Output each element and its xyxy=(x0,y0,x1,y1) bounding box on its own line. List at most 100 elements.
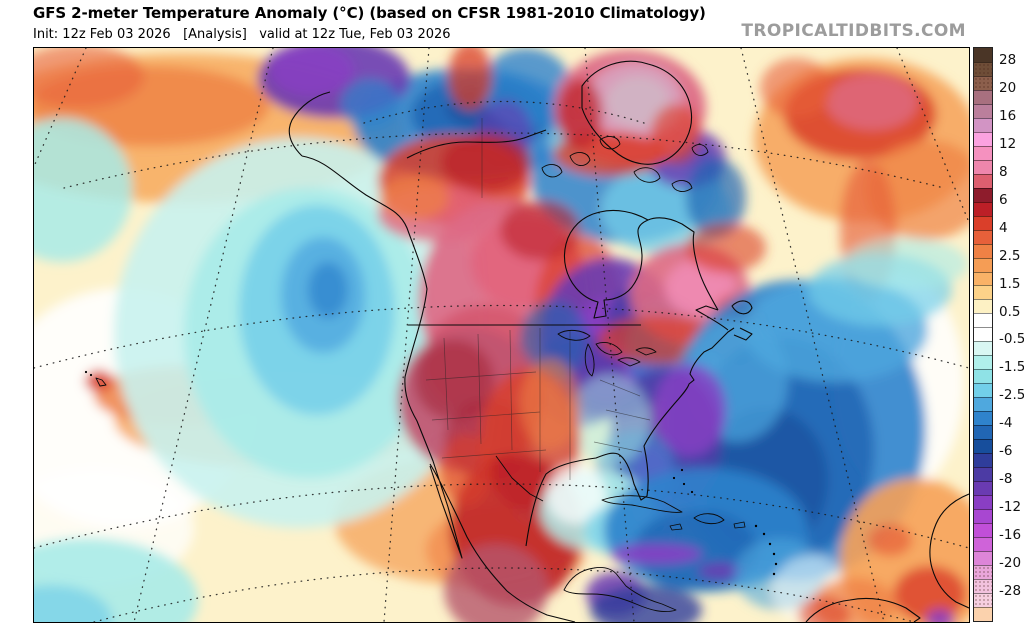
colorbar-cell xyxy=(974,229,992,244)
anomaly-blob xyxy=(34,585,112,622)
colorbar-tick-label: 12 xyxy=(999,135,1017,152)
colorbar-cell xyxy=(974,425,992,440)
colorbar-cell xyxy=(974,313,992,328)
anomaly-blob xyxy=(844,238,968,290)
labrador-coastline xyxy=(647,217,719,311)
colorbar-tick-label: -12 xyxy=(999,499,1022,516)
colorbar-cell xyxy=(974,522,992,537)
island-dots xyxy=(84,370,778,576)
arctic-island-outline xyxy=(541,164,563,178)
anomaly-blob xyxy=(414,340,494,420)
colorbar-cell xyxy=(974,411,992,426)
colorbar-tick-label: 20 xyxy=(999,79,1017,96)
coastline-layer xyxy=(84,60,969,622)
colorbar-tick-label: 4 xyxy=(999,219,1008,236)
anomaly-blob xyxy=(448,48,492,110)
state-border xyxy=(443,337,449,431)
colorbar-cell xyxy=(974,536,992,551)
anomaly-blob xyxy=(520,300,588,380)
hudson-bay-outline xyxy=(563,209,649,319)
africa-coastline xyxy=(929,493,969,609)
anomaly-blob xyxy=(340,79,400,129)
colorbar-cell xyxy=(974,257,992,272)
anomaly-blob xyxy=(34,118,132,262)
anomaly-blob xyxy=(441,133,531,193)
st-lawrence-coastline xyxy=(695,305,729,331)
colorbar-cell xyxy=(974,439,992,454)
anomaly-blob xyxy=(926,609,954,622)
colorbar-cell xyxy=(974,48,992,62)
colorbar-cell xyxy=(974,383,992,398)
colorbar-cell xyxy=(974,397,992,412)
anomaly-blob xyxy=(558,79,602,149)
colorbar-tick-label: -0.5 xyxy=(999,331,1024,348)
graticule-layer xyxy=(34,48,969,622)
tropicaltidbits-watermark: TROPICALTIDBITS.COM xyxy=(741,21,966,41)
pacific-coastline xyxy=(301,155,576,622)
anomaly-blob xyxy=(826,74,918,130)
anomaly-blob xyxy=(610,544,702,564)
colorbar-tick-label: -20 xyxy=(999,555,1022,572)
colorbar-cell xyxy=(974,550,992,565)
colorbar-cell xyxy=(974,103,992,118)
anomaly-blob xyxy=(651,104,701,164)
anomaly-blob xyxy=(698,563,742,579)
nova-scotia-coastline xyxy=(733,327,753,341)
colorbar-cell xyxy=(974,467,992,482)
lake-huron-outline xyxy=(595,341,623,356)
arctic-island-outline xyxy=(671,180,693,192)
anomaly-blob xyxy=(440,434,492,506)
gulf-atlantic-coastline xyxy=(525,327,735,547)
anomaly-blob xyxy=(520,358,580,450)
colorbar-tick-label: 16 xyxy=(999,107,1017,124)
state-border xyxy=(441,449,547,459)
anomaly-blob xyxy=(760,58,832,118)
colorbar-cell xyxy=(974,495,992,509)
colorbar-tick-label: -4 xyxy=(999,415,1013,432)
colorbar-cell xyxy=(974,285,992,300)
colorbar-cell xyxy=(974,89,992,104)
arctic-coastline xyxy=(406,129,547,159)
lake-michigan-outline xyxy=(584,343,595,377)
map-canvas xyxy=(33,47,970,623)
puerto-rico-outline xyxy=(733,521,746,529)
colorbar-tick-label: 6 xyxy=(999,191,1008,208)
arctic-island-outline xyxy=(633,167,661,183)
colorbar: 28 20 16 12 8 6 4 2.5 1.5 0.5 -0.5 -1.5 -2.5 -4 -6 -8 -1… xyxy=(973,47,1024,623)
state-border xyxy=(477,333,482,445)
colorbar-cell xyxy=(974,243,992,258)
cuba-outline xyxy=(601,495,683,513)
map-title: GFS 2-meter Temperature Anomaly (°C) (ba… xyxy=(33,4,706,22)
anomaly-blob xyxy=(270,48,354,96)
anomaly-field-layer xyxy=(34,48,969,622)
colorbar-cell xyxy=(974,75,992,90)
colorbar-cell xyxy=(974,564,992,579)
state-border xyxy=(605,409,651,421)
colorbar-tick-label: -8 xyxy=(999,471,1013,488)
anomaly-blob xyxy=(546,464,606,524)
anomaly-blob xyxy=(868,524,912,556)
anomaly-blob xyxy=(606,76,670,128)
colorbar-tick-label: 28 xyxy=(999,51,1017,68)
colorbar-cell xyxy=(974,159,992,174)
arctic-island-outline xyxy=(569,152,591,166)
anomaly-blob xyxy=(894,566,966,622)
lake-superior-outline xyxy=(557,329,591,341)
state-border xyxy=(425,371,537,381)
colorbar-tick-label: 0.5 xyxy=(999,303,1021,320)
lake-erie-outline xyxy=(617,357,641,367)
temperature-anomaly-map xyxy=(34,48,969,622)
graticule-line xyxy=(34,304,969,369)
colorbar-tick-label: -2.5 xyxy=(999,387,1024,404)
colorbar-tick-label: 8 xyxy=(999,163,1008,180)
colorbar-tick-label: -6 xyxy=(999,443,1013,460)
political-borders-layer xyxy=(425,118,651,480)
state-border xyxy=(509,329,513,451)
hispaniola-outline xyxy=(693,513,725,525)
colorbar-cell xyxy=(974,369,992,384)
graticule-line xyxy=(133,48,274,622)
colorbar-cell xyxy=(974,145,992,160)
colorbar-cell xyxy=(974,578,992,593)
hawaii-outline xyxy=(95,377,107,387)
graticule-line xyxy=(63,132,945,189)
